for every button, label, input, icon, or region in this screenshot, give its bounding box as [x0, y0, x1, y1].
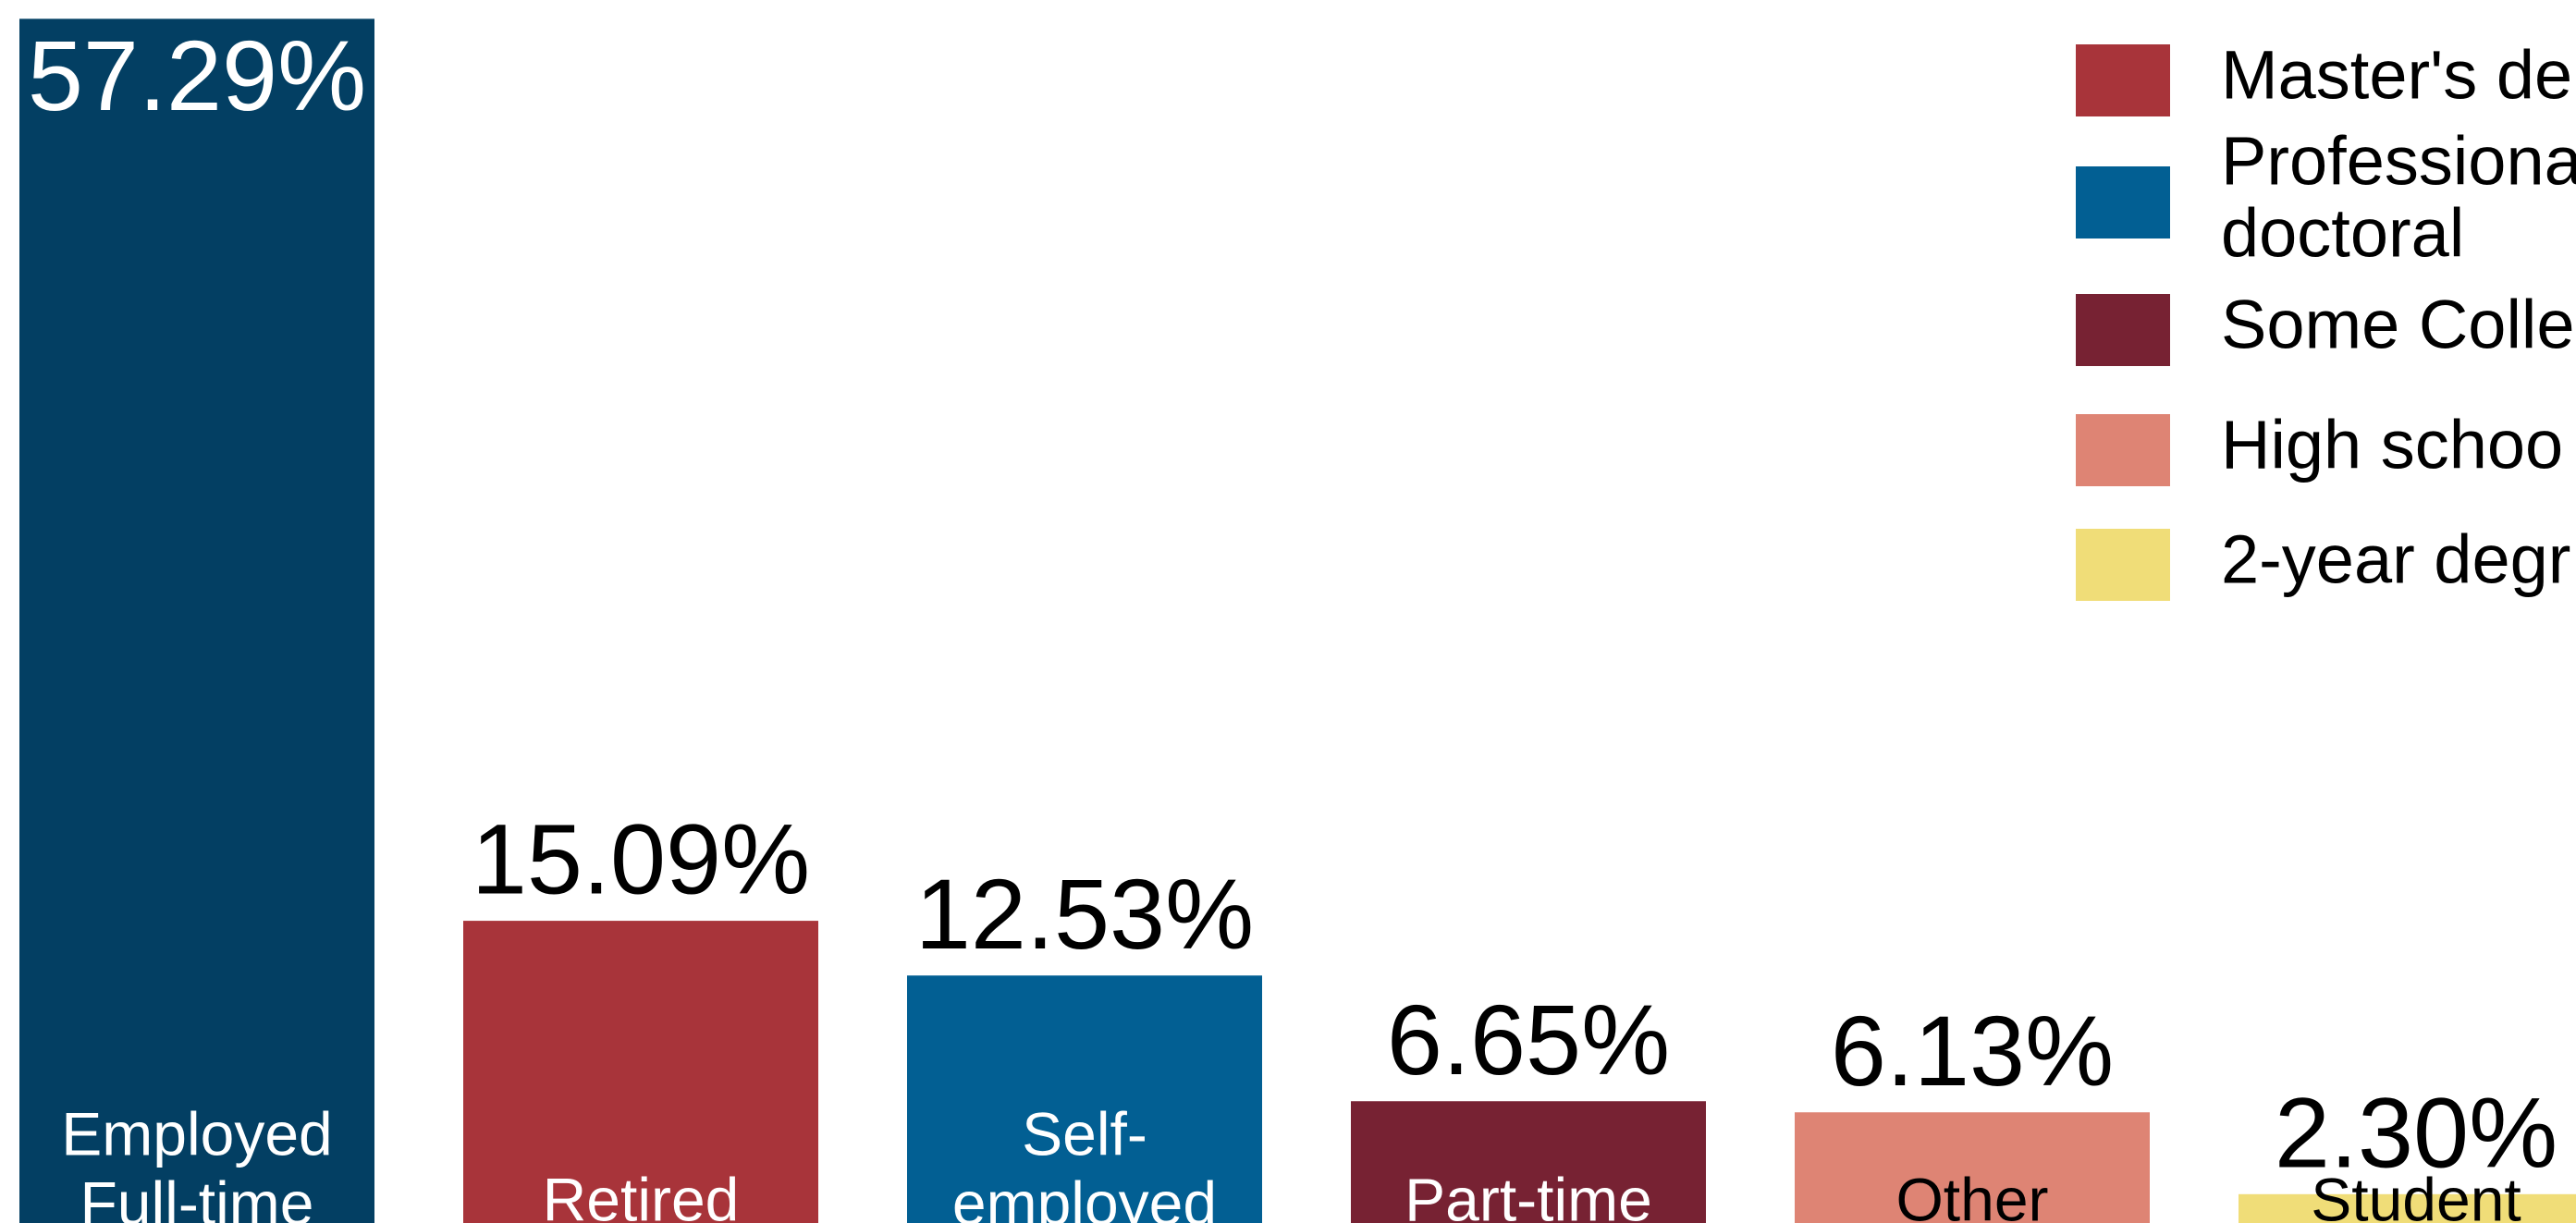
legend-label: doctoral [2221, 195, 2464, 272]
value-label: 15.09% [472, 803, 810, 915]
value-label: 6.13% [1831, 995, 2114, 1107]
bar [1795, 1112, 2150, 1223]
bar [2239, 1193, 2576, 1223]
bar [463, 921, 818, 1223]
category-label: Student [2311, 1165, 2521, 1223]
value-label: 6.65% [1387, 984, 1670, 1095]
category-label: Employed [61, 1099, 333, 1168]
category-label: Self- [1022, 1099, 1147, 1168]
bar [907, 975, 1262, 1223]
category-label: Retired [543, 1165, 740, 1223]
category-label: employed [952, 1168, 1217, 1223]
legend-label: Professiona [2221, 123, 2576, 200]
legend-label: 2-year degr [2221, 521, 2570, 598]
category-label: Other [1895, 1165, 2048, 1223]
legend-swatch [2076, 529, 2170, 601]
legend-label: High schoo [2221, 407, 2563, 483]
legend-swatch [2076, 166, 2170, 238]
legend-swatch [2076, 414, 2170, 486]
value-label: 57.29% [28, 19, 366, 131]
legend-swatch [2076, 294, 2170, 366]
bar [19, 18, 374, 1223]
value-label: 12.53% [915, 858, 1254, 970]
legend-label: Some Colle [2221, 287, 2575, 363]
legend-swatch [2076, 44, 2170, 116]
legend-label: Master's de [2221, 37, 2572, 114]
value-label: 2.30% [2275, 1076, 2558, 1188]
bar [1351, 1101, 1706, 1223]
category-label: Full-time [80, 1168, 313, 1223]
category-label: Part-time [1405, 1165, 1652, 1223]
